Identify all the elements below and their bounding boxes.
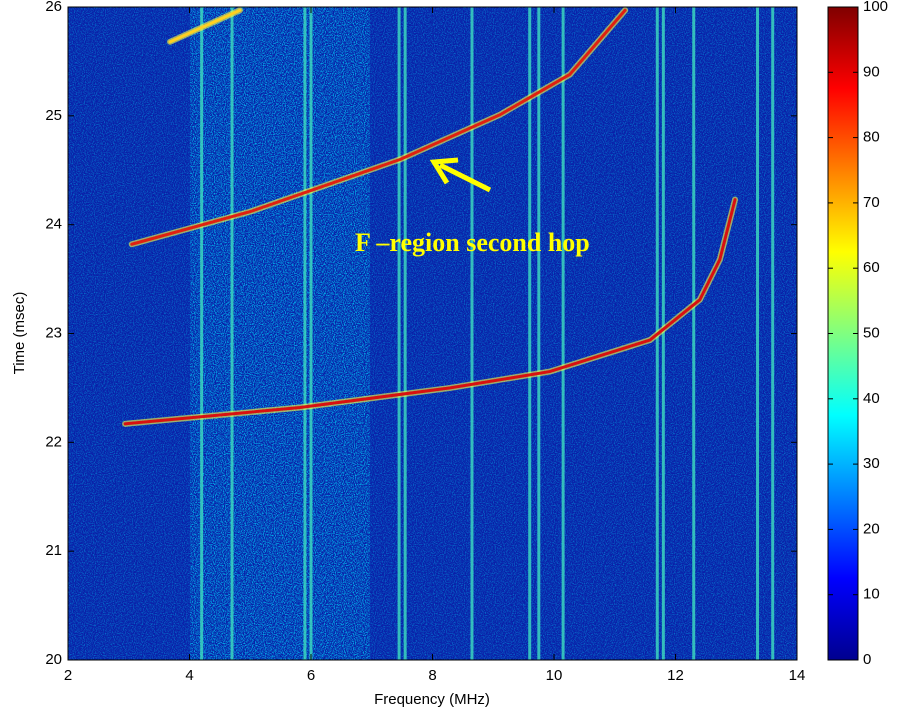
- traces: [122, 7, 739, 427]
- x-tick-label: 2: [64, 667, 72, 684]
- colorbar-tick-label: 60: [863, 259, 880, 276]
- y-tick-label: 21: [45, 542, 62, 559]
- colorbar-tick-label: 10: [863, 586, 880, 603]
- y-tick-label: 22: [45, 433, 62, 450]
- colorbar-tick-label: 80: [863, 129, 880, 146]
- noise-band: [190, 7, 370, 660]
- x-tick-label: 8: [428, 667, 436, 684]
- x-tick-label: 4: [185, 667, 193, 684]
- colorbar-tick-label: 0: [863, 651, 871, 668]
- x-tick-label: 10: [546, 667, 563, 684]
- y-axis-label: Time (msec): [11, 292, 28, 375]
- y-tick-label: 23: [45, 324, 62, 341]
- y-tick-label: 20: [45, 651, 62, 668]
- colorbar-tick-label: 90: [863, 63, 880, 80]
- y-tick-label: 25: [45, 107, 62, 124]
- colorbar-tick-label: 40: [863, 390, 880, 407]
- arrow: [429, 157, 492, 193]
- annotation: F –region second hop: [355, 228, 590, 257]
- x-tick-label: 6: [307, 667, 315, 684]
- colorbar-tick-label: 20: [863, 520, 880, 537]
- colorbar-tick-label: 70: [863, 194, 880, 211]
- colorbar-tick-label: 100: [863, 0, 888, 15]
- x-tick-label: 14: [789, 667, 806, 684]
- y-tick-label: 26: [45, 0, 62, 15]
- y-tick-label: 24: [45, 216, 62, 233]
- colorbar-tick-label: 50: [863, 324, 880, 341]
- trace: [123, 198, 737, 426]
- trace: [168, 8, 242, 44]
- x-tick-label: 12: [667, 667, 684, 684]
- trace: [130, 8, 627, 246]
- noise: [68, 7, 797, 660]
- x-axis-label: Frequency (MHz): [374, 691, 490, 708]
- colorbar-tick-label: 30: [863, 455, 880, 472]
- noise-layer: [68, 7, 797, 660]
